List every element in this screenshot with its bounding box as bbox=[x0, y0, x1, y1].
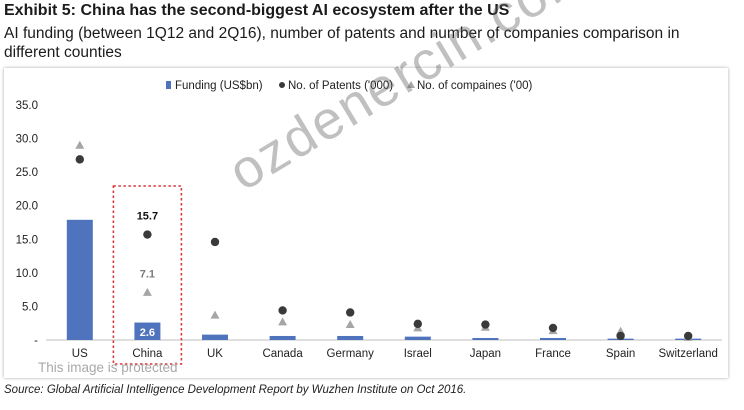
patent-marker bbox=[413, 319, 422, 329]
x-tick-label: Israel bbox=[404, 348, 432, 360]
legend-label-0: Funding (US$bn) bbox=[175, 80, 263, 92]
legend-label-1: No. of Patents ('000) bbox=[288, 80, 393, 92]
legend-swatch-funding bbox=[166, 81, 171, 89]
company-marker bbox=[210, 310, 220, 319]
x-tick-label: Germany bbox=[327, 348, 375, 360]
y-tick-label: 5.0 bbox=[22, 301, 38, 313]
chart-svg: Funding (US$bn) No. of Patents ('000) No. … bbox=[16, 80, 722, 365]
funding-bar bbox=[66, 219, 93, 340]
x-tick-label: US bbox=[72, 348, 88, 360]
y-tick-label: 35.0 bbox=[16, 100, 38, 112]
highlight-box-china bbox=[112, 185, 183, 365]
patent-marker bbox=[143, 230, 152, 239]
data-label: 15.7 bbox=[137, 211, 158, 223]
funding-bar bbox=[202, 334, 228, 340]
x-tick-label: Switzerland bbox=[658, 348, 717, 360]
funding-bar bbox=[404, 336, 431, 340]
y-tick-label: 25.0 bbox=[16, 167, 38, 179]
company-marker bbox=[278, 317, 288, 326]
x-tick-label: China bbox=[132, 348, 163, 360]
patent-marker bbox=[75, 155, 85, 164]
funding-bar bbox=[269, 335, 296, 340]
y-tick-label: 30.0 bbox=[16, 134, 38, 146]
patent-marker bbox=[684, 331, 693, 341]
funding-bar bbox=[337, 335, 364, 340]
chart-title: Exhibit 5: China has the second-biggest … bbox=[4, 2, 510, 19]
legend-label-2: No. of compaines ('00) bbox=[417, 80, 533, 92]
funding-bar bbox=[540, 337, 566, 340]
legend-swatch-patents bbox=[279, 82, 285, 88]
data-label: 7.1 bbox=[140, 268, 155, 280]
x-tick-label: Japan bbox=[470, 348, 501, 360]
protected-notice: This image is protected bbox=[38, 360, 178, 375]
data-label: 2.6 bbox=[140, 327, 155, 339]
y-tick-label: 10.0 bbox=[16, 268, 38, 280]
company-marker bbox=[142, 287, 152, 296]
funding-bar bbox=[134, 322, 161, 340]
y-tick-label: 20.0 bbox=[16, 201, 38, 213]
patent-marker bbox=[278, 306, 287, 315]
patent-marker bbox=[346, 308, 355, 317]
funding-bar bbox=[472, 337, 499, 340]
patent-marker bbox=[210, 237, 220, 247]
chart-subtitle: AI funding (between 1Q12 and 2Q16), numb… bbox=[4, 25, 680, 61]
patent-marker bbox=[616, 331, 625, 341]
x-tick-label: UK bbox=[207, 348, 223, 360]
x-tick-label: France bbox=[535, 348, 571, 360]
x-tick-label: Canada bbox=[262, 348, 303, 360]
y-tick-label: - bbox=[34, 335, 38, 347]
x-tick-label: Spain bbox=[606, 348, 635, 360]
patent-marker bbox=[481, 320, 490, 329]
source-note: Source: Global Artificial Intelligence D… bbox=[4, 384, 467, 396]
patent-marker bbox=[548, 323, 558, 333]
y-tick-label: 15.0 bbox=[16, 234, 38, 246]
company-marker bbox=[75, 140, 85, 149]
legend-swatch-companies bbox=[407, 81, 415, 88]
company-marker bbox=[345, 320, 355, 329]
chart-panel: Funding (US$bn) No. of Patents ('000) No. … bbox=[4, 68, 728, 378]
